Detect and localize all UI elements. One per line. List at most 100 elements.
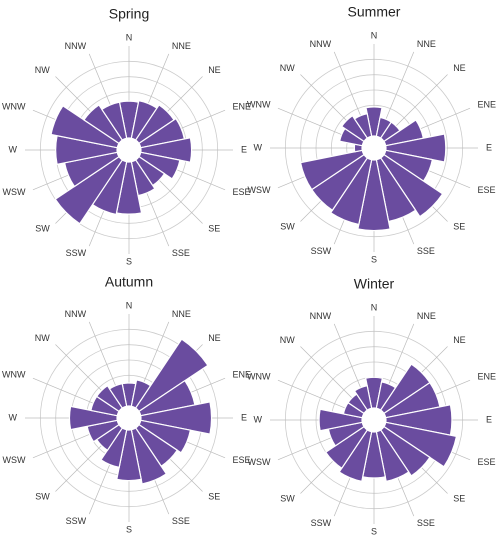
direction-label: WNW bbox=[2, 102, 26, 112]
direction-label: E bbox=[241, 144, 247, 154]
bar bbox=[138, 419, 192, 454]
bar bbox=[364, 376, 384, 409]
bar bbox=[138, 151, 181, 180]
direction-label: ESE bbox=[477, 457, 495, 467]
direction-label: WSW bbox=[248, 185, 271, 195]
direction-label: NW bbox=[280, 63, 295, 73]
bar bbox=[116, 429, 142, 482]
direction-label: WNW bbox=[2, 370, 26, 380]
direction-label: SW bbox=[35, 224, 50, 234]
direction-label: SE bbox=[208, 224, 220, 234]
direction-label: NW bbox=[35, 333, 50, 343]
direction-label: NNE bbox=[172, 309, 191, 319]
direction-label: N bbox=[126, 32, 133, 42]
direction-label: WNW bbox=[247, 372, 271, 382]
bar bbox=[130, 427, 168, 485]
direction-label: NW bbox=[35, 65, 50, 75]
direction-label: SSE bbox=[417, 246, 435, 256]
direction-label: ESE bbox=[232, 187, 250, 197]
direction-label: WNW bbox=[247, 100, 271, 110]
direction-label: WSW bbox=[3, 187, 26, 197]
direction-label: SSW bbox=[311, 518, 332, 528]
direction-label: W bbox=[9, 144, 18, 154]
direction-label: NNW bbox=[65, 309, 87, 319]
chart-title: Autumn bbox=[105, 274, 153, 290]
bar bbox=[379, 425, 431, 477]
polar-chart: N NNE NE ENE E ESE SE SSE S SSW SW WSW W WNW NW NNW Wint… bbox=[247, 276, 496, 537]
direction-label: SE bbox=[453, 222, 465, 232]
bar bbox=[83, 104, 124, 145]
chart-title: Spring bbox=[109, 6, 149, 22]
bar bbox=[101, 101, 128, 141]
direction-label: E bbox=[486, 142, 492, 152]
bar bbox=[100, 427, 128, 469]
direction-label: NNW bbox=[65, 41, 87, 51]
bar bbox=[299, 149, 365, 191]
direction-label: SW bbox=[35, 492, 50, 502]
direction-label: NNE bbox=[417, 311, 436, 321]
bar bbox=[375, 429, 410, 483]
bar bbox=[365, 106, 383, 137]
direction-label: WSW bbox=[248, 457, 271, 467]
direction-label: NE bbox=[453, 63, 466, 73]
bar bbox=[140, 137, 193, 163]
direction-label: SE bbox=[208, 492, 220, 502]
bar bbox=[68, 405, 118, 431]
direction-label: NNW bbox=[310, 39, 332, 49]
direction-label: NW bbox=[280, 335, 295, 345]
direction-label: SSW bbox=[311, 246, 332, 256]
direction-label: S bbox=[371, 254, 377, 264]
direction-label: NE bbox=[208, 333, 221, 343]
direction-label: NE bbox=[453, 335, 466, 345]
bar bbox=[329, 157, 373, 226]
direction-label: ENE bbox=[232, 102, 251, 112]
direction-label: ESE bbox=[477, 185, 495, 195]
direction-label: NNE bbox=[172, 41, 191, 51]
direction-label: S bbox=[126, 256, 132, 266]
direction-label: W bbox=[254, 142, 263, 152]
bar bbox=[54, 155, 124, 225]
bar bbox=[353, 112, 373, 139]
bar bbox=[385, 133, 447, 163]
direction-label: N bbox=[126, 300, 133, 310]
direction-label: SE bbox=[453, 494, 465, 504]
direction-label: SSE bbox=[417, 518, 435, 528]
direction-label: E bbox=[486, 414, 492, 424]
direction-label: NE bbox=[208, 65, 221, 75]
direction-label: E bbox=[241, 412, 247, 422]
chart-title: Winter bbox=[354, 276, 395, 292]
bar bbox=[383, 421, 458, 468]
bar bbox=[338, 429, 373, 483]
direction-label: N bbox=[371, 30, 378, 40]
direction-label: SSW bbox=[66, 516, 87, 526]
polar-chart: N NNE NE ENE E ESE SE SSE S SSW SW WSW W WNW NW NNW Summ… bbox=[247, 4, 496, 265]
direction-label: SSE bbox=[172, 516, 190, 526]
polar-chart: N NNE NE ENE E ESE SE SSE S SSW SW WSW W WNW NW NNW Autu… bbox=[2, 274, 251, 535]
bar bbox=[353, 384, 373, 411]
direction-label: SSW bbox=[66, 248, 87, 258]
direction-label: SW bbox=[280, 494, 295, 504]
direction-label: ENE bbox=[477, 372, 496, 382]
direction-label: W bbox=[254, 414, 263, 424]
direction-label: W bbox=[9, 412, 18, 422]
direction-label: WSW bbox=[3, 455, 26, 465]
direction-label: S bbox=[371, 526, 377, 536]
bar bbox=[324, 425, 369, 470]
direction-label: N bbox=[371, 302, 378, 312]
bar bbox=[50, 105, 120, 149]
direction-label: NNE bbox=[417, 39, 436, 49]
direction-label: NNW bbox=[310, 311, 332, 321]
bar bbox=[340, 114, 369, 143]
polar-chart: N NNE NE ENE E ESE SE SSE S SSW SW WSW W WNW NW NNW Spri… bbox=[2, 6, 251, 267]
chart-title: Summer bbox=[348, 4, 401, 20]
bar bbox=[357, 159, 391, 232]
direction-label: SW bbox=[280, 222, 295, 232]
bar bbox=[108, 382, 128, 409]
direction-label: S bbox=[126, 524, 132, 534]
bar bbox=[318, 408, 363, 432]
bar bbox=[140, 401, 213, 435]
bar bbox=[134, 338, 209, 413]
direction-label: ENE bbox=[232, 370, 251, 380]
direction-label: ESE bbox=[232, 455, 250, 465]
